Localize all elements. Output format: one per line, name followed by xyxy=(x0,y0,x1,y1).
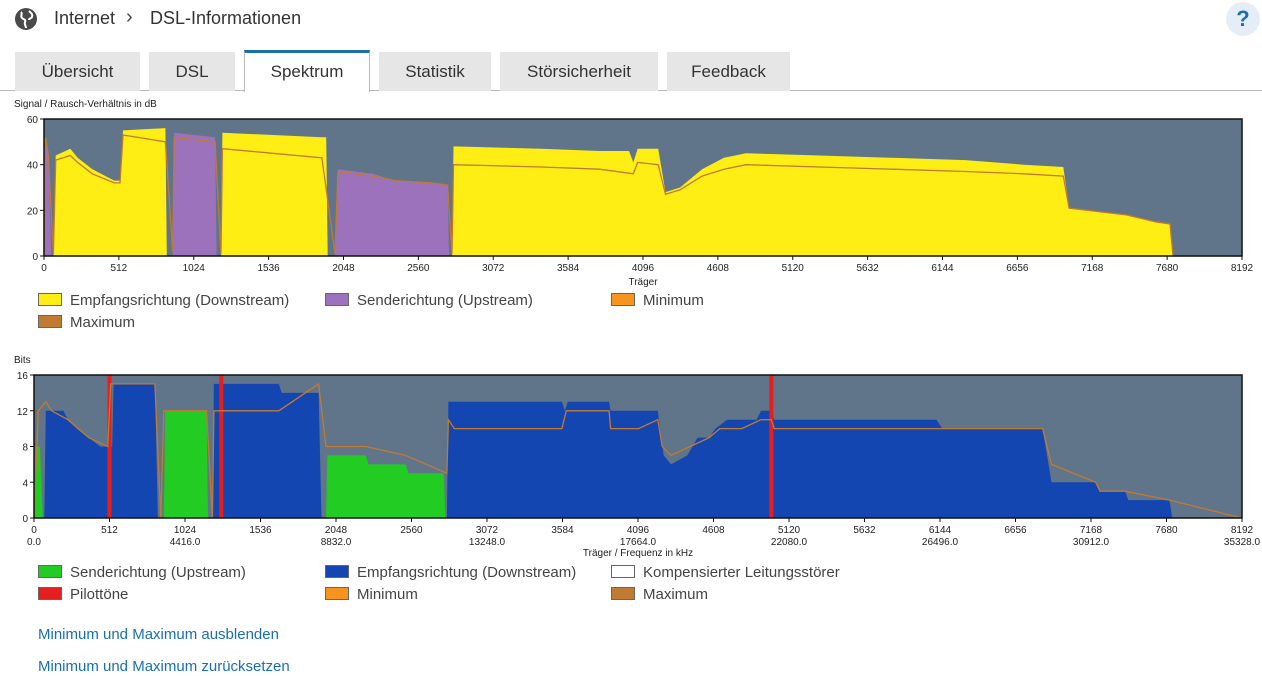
bits-xtick-label-1: 512 xyxy=(101,525,118,536)
bits-xtick-label-0: 0 xyxy=(31,525,37,536)
bits-xtick-label-12: 6144 xyxy=(929,525,952,536)
bits-xtick-label-11: 5632 xyxy=(853,525,876,536)
bits-chart-ylabel: Bits xyxy=(14,355,31,366)
tab-dsl[interactable]: DSL xyxy=(149,52,235,91)
snr-area-1-1 xyxy=(172,132,217,256)
breadcrumb-internet[interactable]: Internet xyxy=(54,8,116,28)
bits-area-1-2 xyxy=(446,401,1173,518)
bits-xtick-label-7: 3584 xyxy=(551,525,574,536)
tab-spektrum[interactable]: Spektrum xyxy=(244,50,370,92)
snr-xtick-label-12: 6144 xyxy=(931,263,954,274)
snr-chart: 0 20 40 60 0 512 1024 1536 2048 2560 3072 3584 4096 4… xyxy=(27,115,1254,288)
snr-chart-ylabel: Signal / Rausch-Verhältnis in dB xyxy=(14,99,157,110)
bits-ytick-label-0: 0 xyxy=(22,514,28,525)
snr-area-1-0 xyxy=(44,137,52,256)
snr-xtick-label-10: 5120 xyxy=(782,263,805,274)
snr-xtick-label-8: 4096 xyxy=(632,263,655,274)
legend-kompensiert: Kompensierter Leitungsstörer xyxy=(611,564,840,581)
legend-minimum-bits: Minimum xyxy=(325,586,418,603)
tab-stoersicherheit[interactable]: Störsicherheit xyxy=(500,52,658,91)
legend-downstream: Empfangsrichtung (Downstream) xyxy=(38,292,289,309)
bits-ytick-label-1: 4 xyxy=(22,478,28,489)
snr-area-0-1 xyxy=(221,132,328,256)
snr-xtick-label-9: 4608 xyxy=(707,263,730,274)
bits-xtick-label-2: 1024 xyxy=(174,525,197,536)
bits-ytick-label-3: 12 xyxy=(17,407,29,418)
snr-xlabel: Träger xyxy=(628,277,658,288)
bits-xlabel: Träger / Frequenz in kHz xyxy=(583,548,693,559)
snr-xtick-label-11: 5632 xyxy=(857,263,880,274)
bits-area-1-1 xyxy=(212,383,322,518)
bits-ytick-label-2: 8 xyxy=(22,443,28,454)
bits-xfreq-label-7: 30912.0 xyxy=(1073,537,1110,548)
bits-xfreq-label-5: 22080.0 xyxy=(771,537,808,548)
bits-xfreq-label-4: 17664.0 xyxy=(620,537,657,548)
legend-maximum-bits: Maximum xyxy=(611,586,708,603)
bits-xfreq-label-3: 13248.0 xyxy=(469,537,506,548)
bits-xfreq-label-1: 4416.0 xyxy=(170,537,201,548)
snr-xtick-label-7: 3584 xyxy=(557,263,580,274)
reset-minmax-link[interactable]: Minimum und Maximum zurücksetzen xyxy=(38,658,290,675)
bits-xtick-label-3: 1536 xyxy=(249,525,272,536)
bits-area-1-0 xyxy=(44,383,158,518)
bits-xtick-label-10: 5120 xyxy=(778,525,801,536)
snr-xtick-label-2: 1024 xyxy=(183,263,206,274)
page-title: DSL-Informationen xyxy=(150,8,302,28)
bits-xtick-label-13: 6656 xyxy=(1004,525,1027,536)
bits-area-0-2 xyxy=(326,455,446,518)
snr-xtick-label-15: 7680 xyxy=(1156,263,1179,274)
bits-xfreq-label-8: 35328.0 xyxy=(1224,537,1261,548)
bits-xtick-label-9: 4608 xyxy=(702,525,725,536)
bits-ytick-label-4: 16 xyxy=(17,371,29,382)
bits-legend: Senderichtung (Upstream) Empfangsrichtun… xyxy=(38,564,938,608)
bits-xfreq-label-6: 26496.0 xyxy=(922,537,959,548)
bits-xtick-label-5: 2560 xyxy=(400,525,423,536)
legend-downstream-bits: Empfangsrichtung (Downstream) xyxy=(325,564,576,581)
bits-line-5 xyxy=(33,382,1243,519)
tab-statistik[interactable]: Statistik xyxy=(379,52,491,91)
snr-xtick-label-16: 8192 xyxy=(1231,263,1254,274)
tab-bar: Übersicht DSL Spektrum Statistik Störsic… xyxy=(0,50,1262,92)
snr-xtick-label-0: 0 xyxy=(41,263,47,274)
snr-area-1-2 xyxy=(335,169,450,256)
snr-xtick-label-3: 1536 xyxy=(258,263,281,274)
hide-minmax-link[interactable]: Minimum und Maximum ausblenden xyxy=(38,626,279,643)
bits-area-0-1 xyxy=(163,410,208,518)
bits-xtick-label-16: 8192 xyxy=(1231,525,1254,536)
legend-minimum: Minimum xyxy=(611,292,704,309)
bits-xtick-label-15: 7680 xyxy=(1155,525,1178,536)
snr-ytick-label-2: 40 xyxy=(27,161,39,172)
tab-uebersicht[interactable]: Übersicht xyxy=(15,52,140,91)
snr-area-0-0 xyxy=(53,128,167,256)
help-button[interactable]: ? xyxy=(1226,2,1260,36)
snr-ytick-label-0: 0 xyxy=(32,252,38,263)
snr-legend: Empfangsrichtung (Downstream) Sendericht… xyxy=(38,292,938,336)
snr-xtick-label-13: 6656 xyxy=(1006,263,1029,274)
snr-line-3 xyxy=(43,134,1242,257)
legend-maximum: Maximum xyxy=(38,314,135,331)
bits-xtick-label-6: 3072 xyxy=(476,525,499,536)
legend-upstream: Senderichtung (Upstream) xyxy=(325,292,533,309)
bits-xfreq-label-0: 0.0 xyxy=(27,537,41,548)
globe-icon xyxy=(15,8,37,30)
snr-xtick-label-5: 2560 xyxy=(407,263,430,274)
breadcrumb-separator-icon: › xyxy=(126,6,133,28)
snr-xtick-label-14: 7168 xyxy=(1081,263,1104,274)
bits-xtick-label-8: 4096 xyxy=(627,525,650,536)
bits-xtick-label-4: 2048 xyxy=(325,525,348,536)
legend-upstream-bits: Senderichtung (Upstream) xyxy=(38,564,246,581)
snr-xtick-label-6: 3072 xyxy=(482,263,505,274)
bits-chart: 0 4 8 12 16 0 512 1024 1536 2048 2560 3072 3584 4096 4… xyxy=(17,371,1261,559)
snr-ytick-label-1: 20 xyxy=(27,206,39,217)
snr-xtick-label-1: 512 xyxy=(111,263,128,274)
header: Internet › DSL-Informationen ? xyxy=(0,0,1262,38)
tab-feedback[interactable]: Feedback xyxy=(667,52,790,91)
snr-xtick-label-4: 2048 xyxy=(332,263,355,274)
bits-xfreq-label-2: 8832.0 xyxy=(321,537,352,548)
bits-xtick-label-14: 7168 xyxy=(1080,525,1103,536)
legend-pilottoene: Pilottöne xyxy=(38,586,128,603)
snr-ytick-label-3: 60 xyxy=(27,115,39,126)
